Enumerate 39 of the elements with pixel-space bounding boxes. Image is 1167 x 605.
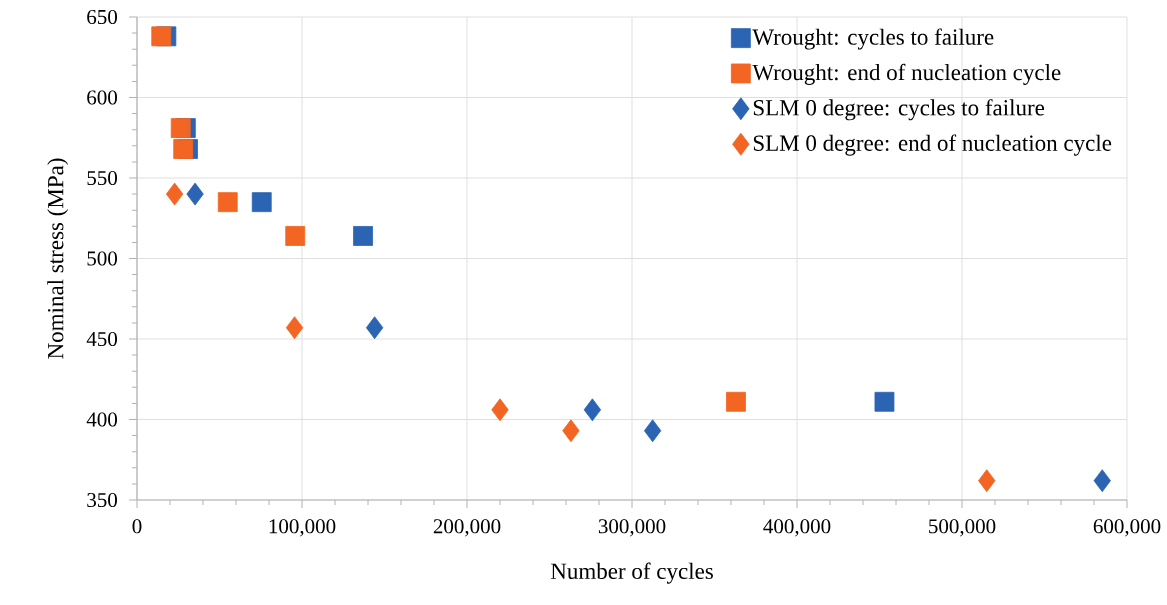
x-tick-label: 600,000 [1093,519,1161,537]
legend-label: SLM 0 degree: end of nucleation cycle [753,134,1112,156]
y-tick-label: 650 [87,9,118,25]
x-tick-label: 200,000 [433,519,501,537]
point [217,192,238,213]
x-tick-label: 400,000 [763,519,831,537]
y-tick-label: 550 [87,170,118,186]
point [978,469,996,493]
y-tick-label: 500 [87,251,118,266]
point [583,398,602,422]
point [353,226,373,246]
point [186,182,204,206]
point [1093,469,1111,493]
point [151,26,172,47]
x-tick-label: 0 [132,519,142,534]
point [251,192,272,213]
y-tick-label: 450 [86,331,118,347]
point [173,139,194,159]
point [170,118,191,138]
point [285,316,304,340]
y-tick-label: 350 [87,492,118,508]
y-tick-label: 400 [86,412,118,427]
y-tick-label: 600 [87,90,118,105]
x-tick-label: 300,000 [598,519,666,537]
point [643,419,662,443]
point [285,226,306,246]
x-tick-label: 100,000 [269,519,336,537]
y-axis-title: Nominal stress (MPa) [47,158,69,359]
point [165,182,184,206]
legend-label: SLM 0 degree: cycles to failure [753,99,1045,121]
x-axis-title: Number of cycles [550,562,713,584]
point [365,316,384,340]
legend-label: Wrought: end of nucleation cycle [752,63,1061,85]
point [491,398,509,422]
point [726,391,746,412]
x-tick-label: 500,000 [929,519,996,537]
legend-label: Wrought: cycles to failure [752,28,994,50]
point [562,419,580,443]
point [874,391,895,412]
